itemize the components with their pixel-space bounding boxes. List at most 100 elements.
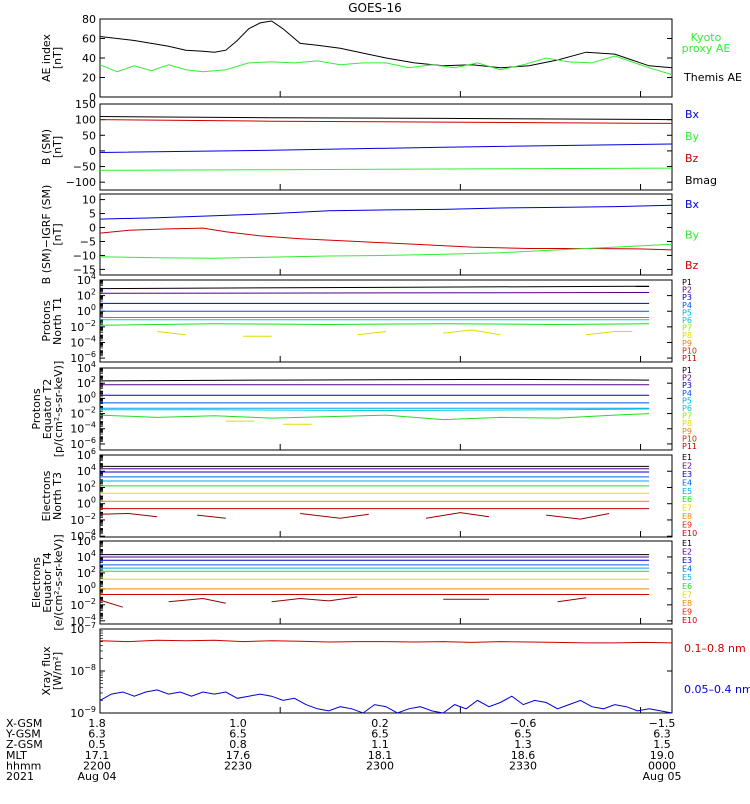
ylabel: B (SM)−IGRF (SM)	[40, 185, 53, 285]
ylabel: Protons	[30, 388, 43, 429]
x-axis-row-label: hhmm	[6, 759, 41, 772]
legend-entry: P10	[682, 434, 697, 443]
ytick-label: −5	[80, 235, 96, 248]
panel-frame	[99, 540, 673, 625]
series-P8c	[357, 331, 387, 336]
legend-entry: Themis AE	[683, 71, 742, 84]
ylabel: AE index	[40, 33, 53, 82]
ytick-label: 104	[77, 549, 96, 564]
ytick-label: 10	[82, 194, 96, 207]
legend-entry: E6	[682, 582, 692, 591]
legend-entry: 0.05–0.4 nm	[684, 683, 750, 696]
ylabel: Protons	[40, 300, 53, 341]
panel-bsm: −100 −50 0 50 100 150 B (SM)[nT] Bx By Bz Bmag	[40, 98, 717, 191]
series-P2	[99, 292, 650, 294]
legend-entry: proxy AE	[682, 42, 731, 55]
legend-entry: E8	[682, 599, 692, 608]
ytick-label: −50	[73, 161, 96, 174]
x-axis-value: 19.0	[650, 749, 675, 762]
x-axis-value: Aug 04	[78, 770, 117, 783]
series-P7	[99, 413, 650, 421]
series-0.1–0.8 nm	[99, 639, 673, 644]
series-Kyoto proxy AE	[99, 55, 673, 76]
x-axis-value: 18.1	[368, 749, 393, 762]
legend-entry: P3	[682, 381, 692, 390]
ytick-label: 102	[77, 375, 96, 390]
legend-entry: By	[685, 130, 700, 143]
x-axis-value: 2300	[366, 759, 394, 772]
legend-entry: E4	[682, 565, 692, 574]
x-axis-value: 18.6	[511, 749, 536, 762]
legend-entry: Bx	[685, 108, 700, 121]
x-axis-value: 6.3	[88, 728, 106, 741]
legend-entry: P6	[682, 316, 692, 325]
ylabel: Electrons	[30, 557, 43, 608]
ylabel: [nT]	[51, 136, 64, 158]
legend-entry: P8	[682, 331, 692, 340]
ytick-label: 104	[77, 463, 96, 478]
ylabel: B (SM)	[40, 129, 53, 165]
legend-entry: P9	[682, 339, 692, 348]
ytick-label: 100	[77, 390, 96, 405]
series-E10a	[99, 512, 158, 518]
ytick-label: 10−4	[70, 334, 96, 349]
legend-entry: P2	[682, 374, 692, 383]
legend-entry: P10	[682, 346, 697, 355]
ytick-label: 100	[77, 581, 96, 596]
legend-entry: P11	[682, 442, 697, 451]
ytick-label: 100	[77, 303, 96, 318]
x-axis-row-label: X-GSM	[6, 717, 42, 730]
legend-entry: E1	[682, 539, 692, 548]
series-0.05–0.4 nm	[99, 689, 673, 714]
ylabel: Equator T4	[41, 552, 54, 612]
legend-entry: E9	[682, 521, 692, 530]
ytick-label: 80	[82, 13, 96, 26]
x-axis-row-label: Z-GSM	[6, 738, 43, 751]
x-axis-value: Aug 05	[643, 770, 682, 783]
legend-entry: E10	[682, 529, 697, 538]
series-P8d	[443, 329, 501, 336]
ytick-label: 102	[77, 288, 96, 303]
legend-entry: 0.1–0.8 nm	[684, 642, 746, 655]
legend-entry: E7	[682, 590, 692, 599]
legend-entry: E5	[682, 487, 692, 496]
legend-entry: P1	[682, 366, 692, 375]
x-axis-value: −1.5	[649, 717, 676, 730]
legend-entry: P11	[682, 354, 697, 363]
ytick-label: 10−2	[70, 597, 96, 612]
legend-entry: P3	[682, 293, 692, 302]
legend-entry: E4	[682, 478, 692, 487]
series-Bz	[99, 119, 673, 124]
ytick-label: 106	[77, 533, 96, 548]
ytick-label: 0	[89, 145, 96, 158]
series-Bx	[99, 143, 673, 153]
ylabel: North T1	[51, 297, 64, 345]
legend-entry: E7	[682, 504, 692, 513]
ytick-label: 10−2	[70, 512, 96, 527]
ytick-label: 150	[75, 98, 96, 111]
legend-entry: P9	[682, 427, 692, 436]
plot-title: GOES-16	[348, 1, 402, 15]
series-Bz	[99, 227, 673, 251]
x-axis-value: 0000	[648, 759, 676, 772]
ytick-label: 104	[77, 272, 96, 287]
ytick-label: 100	[75, 114, 96, 127]
series-P1	[99, 285, 650, 290]
series-By	[99, 243, 673, 259]
series-P1	[99, 378, 650, 382]
series-E10c	[300, 513, 369, 519]
series-E10d	[425, 512, 490, 519]
x-axis-value: 6.5	[514, 728, 532, 741]
legend-entry: E5	[682, 573, 692, 582]
series-P8	[157, 331, 186, 336]
x-axis-value: 2330	[509, 759, 537, 772]
ylabel: North T3	[51, 472, 64, 520]
series-E10e	[557, 597, 587, 603]
ytick-label: 10−7	[70, 621, 96, 636]
legend-entry: P5	[682, 396, 692, 405]
